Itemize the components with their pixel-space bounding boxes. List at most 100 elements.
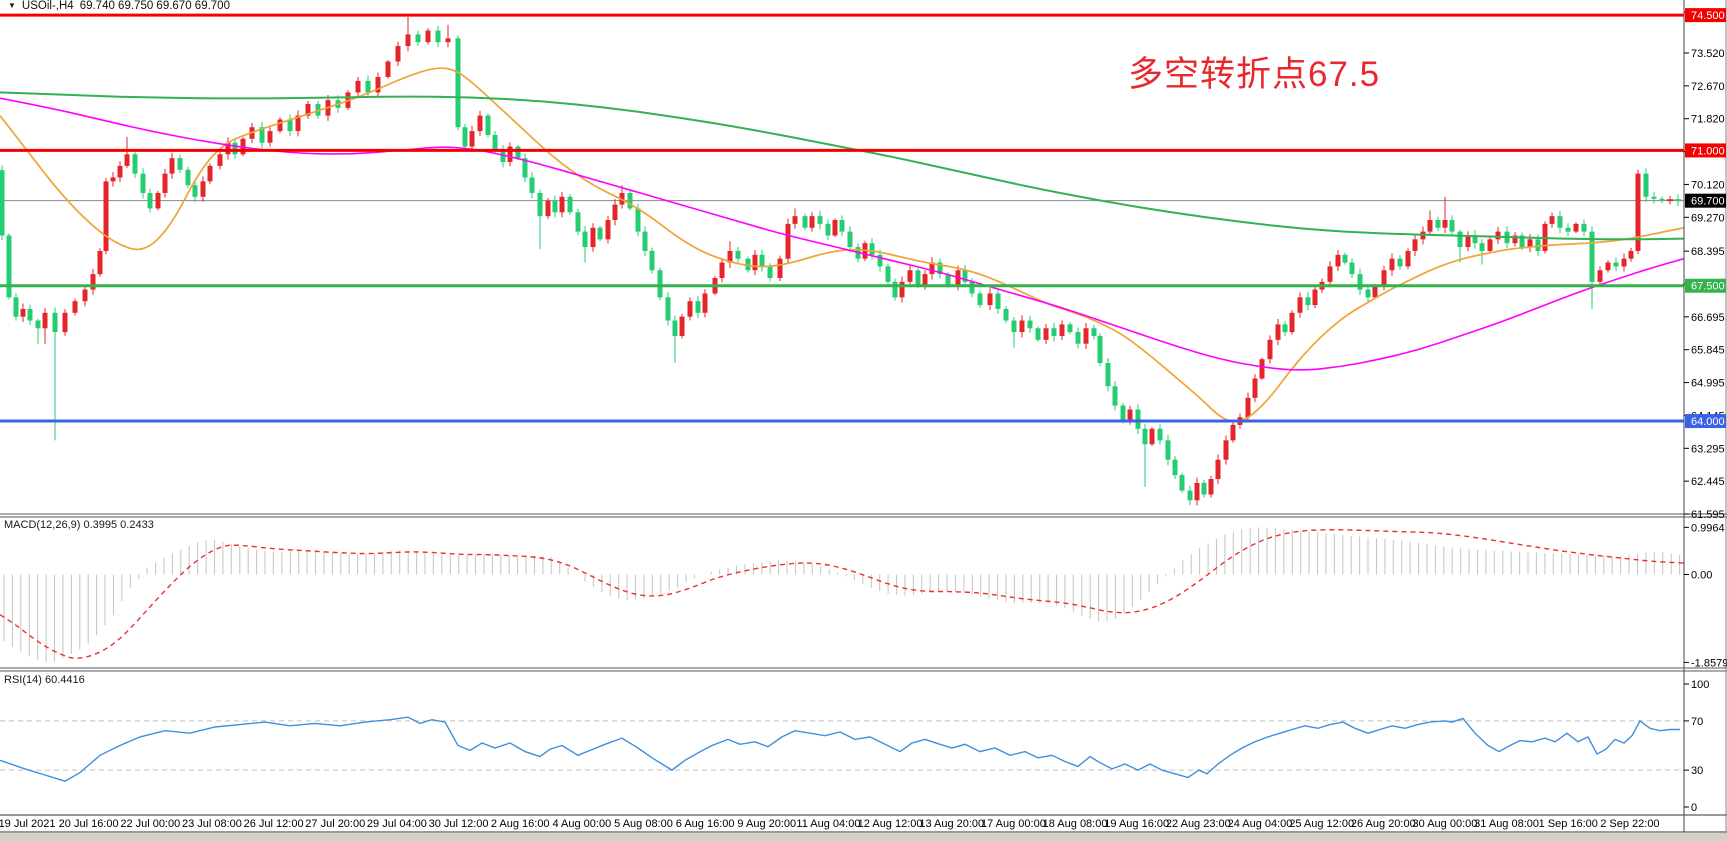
candle [0,170,5,236]
svg-text:6 Aug 16:00: 6 Aug 16:00 [676,818,735,830]
svg-text:70.120: 70.120 [1691,179,1725,191]
candle [1105,363,1111,387]
candle [1457,231,1463,248]
candle [977,293,983,306]
svg-text:19 Jul 2021: 19 Jul 2021 [0,818,55,830]
price-label-67.500 [1685,278,1726,293]
svg-text:30 Jul 12:00: 30 Jul 12:00 [429,818,489,830]
svg-text:12 Aug 12:00: 12 Aug 12:00 [858,818,923,830]
candle [155,192,161,209]
candle [929,262,935,275]
candle [869,243,875,255]
candle [752,254,758,271]
price-label-74.500 [1685,8,1726,23]
candle [225,142,231,155]
candle [847,231,853,248]
candle [1252,378,1258,398]
candle [82,289,88,302]
candle [1597,270,1603,282]
svg-text:27 Jul 20:00: 27 Jul 20:00 [305,818,365,830]
candle [590,227,596,248]
candle [277,119,283,132]
candles-layer [0,17,1682,506]
macd-histogram [3,527,1681,663]
candle [1187,490,1193,501]
candle [1621,258,1627,267]
candle [1435,220,1441,228]
candle [1051,328,1057,336]
chevron-down-icon[interactable]: ▼ [8,1,16,10]
svg-text:9 Aug 20:00: 9 Aug 20:00 [737,818,796,830]
candle [500,150,506,163]
candle [657,270,663,298]
candle [507,146,513,163]
candle [1342,254,1348,263]
candle [825,223,831,236]
candle [1357,274,1363,290]
candle [1535,239,1541,251]
svg-text:67.500: 67.500 [1691,281,1725,293]
time-axis[interactable]: 19 Jul 2021 20 Jul 16:00 22 Jul 00:00 23 Ju… [0,818,1660,830]
candle [915,270,921,286]
svg-text:100: 100 [1691,679,1709,691]
candle [177,158,183,170]
candle [267,131,273,143]
candle [485,115,491,135]
candle [1275,324,1281,340]
rsi-indicator-label: RSI(14) 60.4416 [4,674,85,686]
svg-text:65.845: 65.845 [1691,345,1725,357]
candle [90,274,96,290]
candle [1194,482,1200,501]
candle [582,231,588,248]
candle [162,173,168,193]
svg-text:4 Aug 00:00: 4 Aug 00:00 [552,818,611,830]
candle [375,76,381,93]
candle [1172,459,1178,476]
candle [365,80,371,93]
candle [1479,243,1485,251]
candle [305,104,311,116]
candle [1465,235,1471,248]
candle [1259,359,1265,379]
candle [987,293,993,306]
candle [1282,324,1288,333]
candle [192,185,198,197]
svg-text:71.820: 71.820 [1691,114,1725,126]
candle [832,220,838,236]
svg-text:26 Jul 12:00: 26 Jul 12:00 [244,818,304,830]
candle [1519,235,1525,248]
candle [52,312,58,333]
svg-text:1 Sep 16:00: 1 Sep 16:00 [1539,818,1598,830]
price-scale[interactable]: 74.57073.52072.67071.82070.97070.12069.2… [1684,7,1726,521]
candle [1512,235,1518,244]
chart-annotation: 多空转折点67.5 [1128,55,1381,94]
candle [1487,239,1493,251]
svg-text:22 Aug 23:00: 22 Aug 23:00 [1166,818,1231,830]
svg-text:74.500: 74.500 [1691,10,1725,22]
price-label-69.700 [1685,193,1726,208]
candle [1043,328,1049,340]
candle [1405,250,1411,267]
svg-text:66.695: 66.695 [1691,312,1725,324]
candle [124,154,130,166]
candle [1245,397,1251,418]
candle [385,61,391,77]
candle [1397,258,1403,267]
svg-text:68.395: 68.395 [1691,246,1725,258]
candle [612,204,618,221]
candle [1097,335,1103,364]
candle [687,301,693,317]
svg-text:5 Aug 08:00: 5 Aug 08:00 [614,818,673,830]
candle [1581,223,1587,232]
candle [969,281,975,294]
candle [13,297,19,317]
candle [295,115,301,132]
candle [922,274,928,286]
candle [597,227,603,240]
candle [232,142,238,155]
candle [1427,220,1433,232]
candle [1349,262,1355,275]
candle [1223,440,1229,460]
